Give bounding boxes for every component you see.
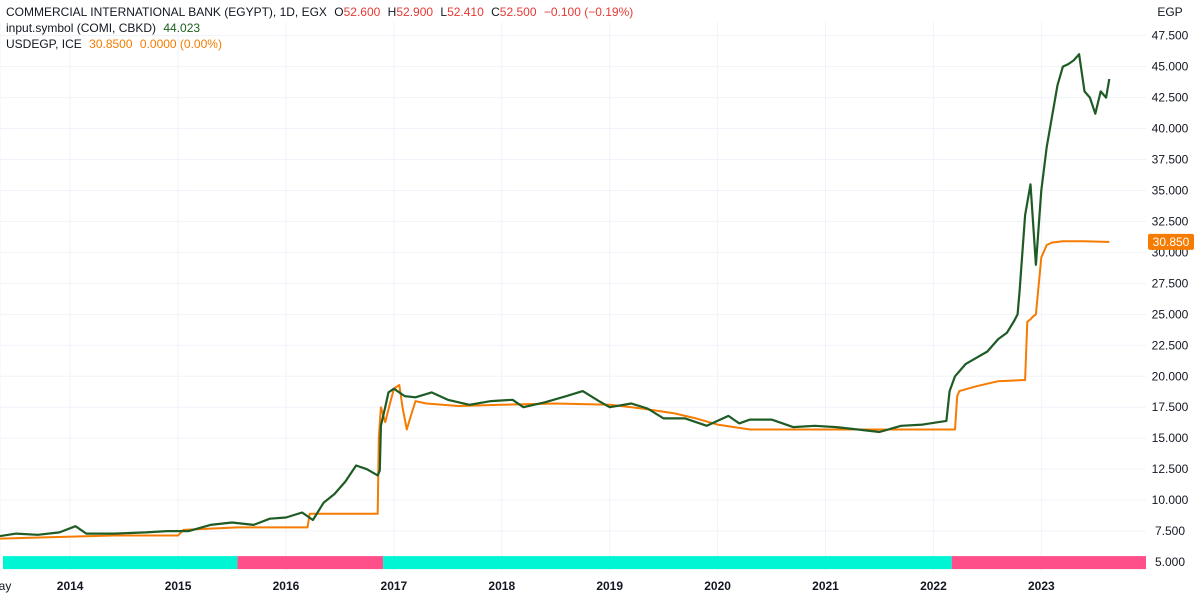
band-segment-pink [237,556,384,570]
x-tick-label: 2023 [1028,579,1055,593]
y-tick-label: 5.000 [1155,555,1185,569]
close-value-group: C52.500 [491,5,536,19]
y-tick-label: 7.500 [1155,524,1185,538]
series-line-comi-cbkd [0,53,1111,538]
close-value: 52.500 [499,5,537,19]
x-tick-label: 2022 [920,579,947,593]
y-axis: 47.500 45.000 42.500 40.000 37.500 35.000 32.5… [1152,29,1189,569]
y-tick-label: 12.500 [1152,462,1189,476]
y-tick-label: 20.000 [1152,369,1189,383]
legend-row-ratio-symbol[interactable]: input.symbol (COMI, CBKD) 44.023 [6,20,633,36]
open-value: 52.600 [343,5,381,19]
ratio-symbol-name: input.symbol (COMI, CBKD) [6,21,157,35]
x-axis: May 2014 2015 2016 2017 2018 2019 2020 2021 2022 2… [0,579,1055,593]
series-line-usdegp [0,240,1110,540]
legend: COMMERCIAL INTERNATIONAL BANK (EGYPT), 1… [6,4,633,52]
x-tick-label: 2019 [596,579,623,593]
price-tag: 30.850 [1148,233,1194,250]
open-label: O [334,5,344,19]
price-tag-background [1148,233,1194,250]
low-value-group: L52.410 [440,5,483,19]
x-tick-label: 2017 [381,579,408,593]
y-tick-label: 25.000 [1152,307,1189,321]
y-tick-label: 10.000 [1152,493,1189,507]
y-tick-label: 15.000 [1152,431,1189,445]
legend-row-main-symbol[interactable]: COMMERCIAL INTERNATIONAL BANK (EGYPT), 1… [6,4,633,20]
y-tick-label: 32.500 [1152,214,1189,228]
band-segment-cyan [383,556,952,570]
usdegp-value: 30.8500 [89,37,133,51]
usdegp-name: USDEGP, ICE [6,37,82,51]
x-tick-label: 2020 [704,579,731,593]
main-change-value: −0.100 (−0.19%) [543,5,634,19]
y-tick-label: 22.500 [1152,338,1189,352]
open-value-group: O52.600 [334,5,380,19]
x-tick-label: 2015 [165,579,192,593]
band-layer [3,556,1146,570]
high-value-group: H52.900 [388,5,433,19]
band-segment-cyan [3,556,238,570]
x-tick-label: May [0,579,11,593]
y-tick-label: 47.500 [1152,29,1189,43]
grid-layer [0,22,1146,572]
usdegp-change: 0.0000 (0.00%) [139,37,222,51]
ratio-symbol-value: 44.023 [163,21,201,35]
high-value: 52.900 [396,5,434,19]
y-tick-label: 42.500 [1152,91,1189,105]
low-value: 52.410 [447,5,484,19]
price-tag-text: 30.850 [1153,235,1190,249]
legend-row-usdegp[interactable]: USDEGP, ICE 30.8500 0.0000 (0.00%) [6,36,633,52]
y-tick-label: 37.500 [1152,153,1189,167]
y-tick-label: 45.000 [1152,60,1189,74]
main-symbol-name: COMMERCIAL INTERNATIONAL BANK (EGYPT), 1… [6,5,327,19]
y-tick-label: 40.000 [1152,122,1189,136]
x-tick-label: 2016 [273,579,300,593]
high-label: H [387,5,397,19]
band-segment-pink [951,556,1146,570]
x-tick-label: 2018 [488,579,515,593]
y-tick-label: 27.500 [1152,276,1189,290]
low-label: L [440,5,448,19]
y-tick-label: 17.500 [1152,400,1189,414]
close-label: C [491,5,500,19]
y-axis-unit-label: EGP [1157,5,1182,19]
x-tick-label: 2021 [812,579,839,593]
series-layer [0,53,1111,540]
x-tick-label: 2014 [57,579,84,593]
y-tick-label: 35.000 [1152,183,1189,197]
